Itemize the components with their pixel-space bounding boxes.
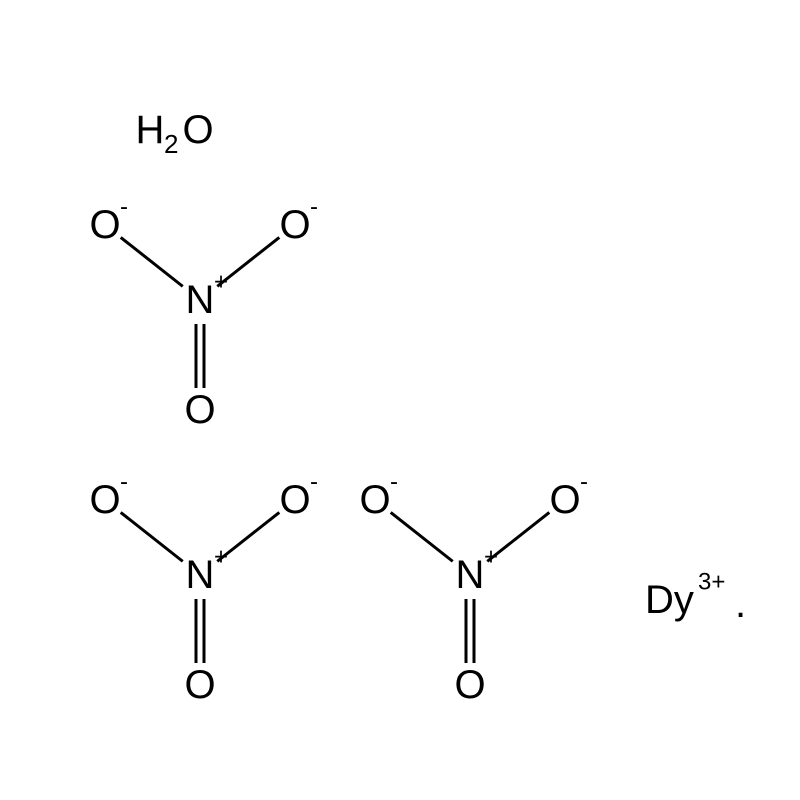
nitrate1-Oright-minus: - [310,194,318,221]
dysprosium-charge: 3+ [698,569,725,596]
nitrate1-N-plus: + [214,269,228,296]
nitrate3-Oleft-minus: - [390,469,398,496]
nitrate2-Oright-minus: - [310,469,318,496]
hydrate-dot: . [735,582,746,626]
nitrate2-N: N [186,553,215,597]
nitrate2-Obottom: O [184,663,215,707]
nitrate1-Oright: O [279,203,310,247]
nitrate2-Oright: O [279,478,310,522]
water-sub2: 2 [164,129,178,159]
nitrate3-Oright-minus: - [580,469,588,496]
chemical-structure-diagram: H2ON+O-O-ON+O-O-ON+O-O-ODy3+. [0,0,800,800]
nitrate2-bond-N-Oleft [121,512,183,561]
nitrate3-bond-N-Oleft [391,512,453,561]
nitrate3-Obottom: O [454,663,485,707]
nitrate2-Oleft: O [89,478,120,522]
nitrate1-Oleft: O [89,203,120,247]
nitrate2-N-plus: + [214,544,228,571]
nitrate3-Oleft: O [359,478,390,522]
nitrate3-N-plus: + [484,544,498,571]
nitrate1-Obottom: O [184,388,215,432]
nitrate1-bond-N-Oleft [121,237,183,286]
nitrate3-N: N [456,553,485,597]
water-O: O [182,108,213,152]
nitrate1-N: N [186,278,215,322]
dysprosium-symbol: Dy [645,578,694,622]
nitrate1-Oleft-minus: - [120,194,128,221]
nitrate3-Oright: O [549,478,580,522]
nitrate2-Oleft-minus: - [120,469,128,496]
water-H: H [136,108,165,152]
